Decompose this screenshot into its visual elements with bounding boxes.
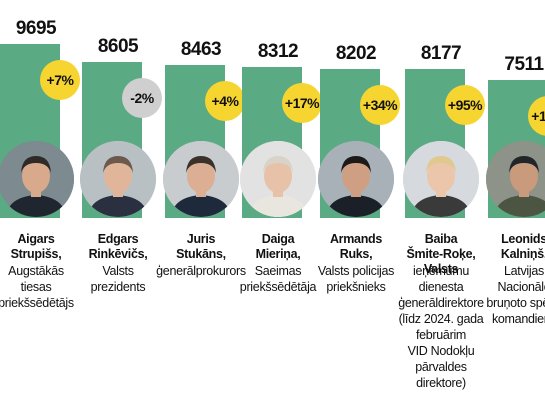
bar-column: 8202 +34% Armands Ruks, Valsts policijas prie…	[315, 0, 400, 410]
portrait-photo	[80, 141, 156, 217]
person-name: Leonids Kalniņš,	[474, 232, 545, 262]
person-name-line: Ruks,	[339, 247, 373, 261]
bar-column: 9695 +7% Aigars Strupišs, Augstākās tiesas pri…	[0, 0, 80, 410]
person-role: ieņēmumu dienesta ģenerāldirektore (līdz 2…	[391, 263, 491, 391]
person-role-line: Valsts policijas	[317, 264, 395, 278]
person-role: Latvijas Nacionālo bruņoto spēku komandieri…	[474, 263, 545, 327]
change-badge: +95%	[445, 85, 485, 126]
person-role-line: pārvaldes	[415, 360, 467, 374]
person-role-line: priekšnieks	[326, 280, 386, 294]
person-role-line: tiesas	[20, 280, 52, 294]
person-name: Juris Stukāns,	[151, 232, 251, 262]
person-name-line: Stukāns,	[176, 247, 226, 261]
portrait-photo	[240, 141, 316, 217]
person-role-line: februārim	[415, 328, 467, 342]
person-name-line: Juris	[186, 232, 216, 246]
person-name: Baiba Šmite-Roķe, Valsts	[391, 232, 491, 277]
person-name-line: Edgars	[97, 232, 139, 246]
bar-value-label: 9695	[15, 18, 57, 39]
person-name-line: Baiba	[424, 232, 458, 246]
person-name-line: Rinkēvičs,	[88, 247, 148, 261]
bar-column: 8177 +95% Baiba Šmite-Roķe, Valsts ieņēmumu …	[398, 0, 485, 410]
person-role-line: ieņēmumu dienesta	[413, 264, 469, 294]
person-name-line: Šmite-Roķe, Valsts	[406, 247, 476, 276]
person-name-line: Armands	[329, 232, 383, 246]
portrait-photo	[163, 141, 239, 217]
portrait-photo	[486, 141, 545, 217]
person-role-line: priekšsēdētājs	[0, 296, 74, 310]
bar-value-label: 8202	[335, 42, 377, 64]
bar-column: 8312 +17% Daiga Mieriņa, Saeimas priekšsēdētā…	[237, 0, 322, 410]
person-role-line: VID Nodokļu	[407, 344, 475, 358]
person-role-line: ģenerālprokurors	[156, 264, 246, 278]
person-role-line: prezidents	[90, 280, 146, 294]
person-role: Valsts policijas priekšnieks	[306, 263, 406, 295]
person-role-line: Latvijas	[504, 264, 544, 278]
person-role-line: direktore)	[416, 376, 466, 390]
bar-column: 8463 +4% Juris Stukāns, ģenerālprokurors	[156, 0, 246, 410]
person-role-line: priekšsēdētāja	[239, 280, 317, 294]
change-badge: +4%	[205, 80, 245, 121]
bar-value-label: 8463	[180, 38, 222, 60]
change-badge: +17%	[282, 83, 322, 124]
person-name: Aigars Strupišs,	[0, 232, 86, 262]
change-badge: +7%	[40, 60, 80, 100]
person-name-line: Aigars	[17, 232, 55, 246]
change-badge: -2%	[122, 78, 162, 119]
person-role-line: bruņoto spēku	[486, 296, 545, 310]
bar-value-label: 8605	[97, 36, 139, 58]
person-role-line: komandieris	[491, 312, 545, 326]
person-role-line: Nacionālo	[497, 280, 545, 294]
person-role-line: Augstākās	[8, 264, 64, 278]
person-role-line: Saeimas	[254, 264, 302, 278]
person-role-line: Valsts	[102, 264, 134, 278]
bar-value-label: 8312	[257, 41, 299, 63]
bar-value-label: 7511	[504, 54, 544, 76]
person-name-line: Mieriņa,	[255, 247, 301, 261]
person-name-line: Strupišs,	[10, 247, 62, 261]
person-name: Armands Ruks,	[306, 232, 406, 262]
person-role: Augstākās tiesas priekšsēdētājs	[0, 263, 86, 311]
person-role-line: (līdz 2024. gada	[398, 312, 484, 326]
person-role: Saeimas priekšsēdētāja	[228, 263, 328, 295]
person-name-line: Daiga	[261, 232, 295, 246]
person-name: Edgars Rinkēvičs,	[68, 232, 168, 262]
person-role-line: ģenerāldirektore	[398, 296, 484, 310]
bar-column: 8605 -2% Edgars Rinkēvičs, Valsts prezidents	[77, 0, 162, 410]
portrait-photo	[318, 141, 394, 217]
portrait-photo	[403, 141, 479, 217]
person-role: Valsts prezidents	[68, 263, 168, 295]
person-name: Daiga Mieriņa,	[228, 232, 328, 262]
person-role: ģenerālprokurors	[151, 263, 251, 279]
change-badge: +34%	[360, 84, 400, 125]
change-badge: +11%	[528, 96, 545, 137]
portrait-photo	[0, 141, 74, 217]
bar-value-label: 8177	[420, 43, 462, 65]
person-name-line: Leonids	[501, 232, 545, 246]
person-name-line: Kalniņš,	[500, 247, 545, 261]
